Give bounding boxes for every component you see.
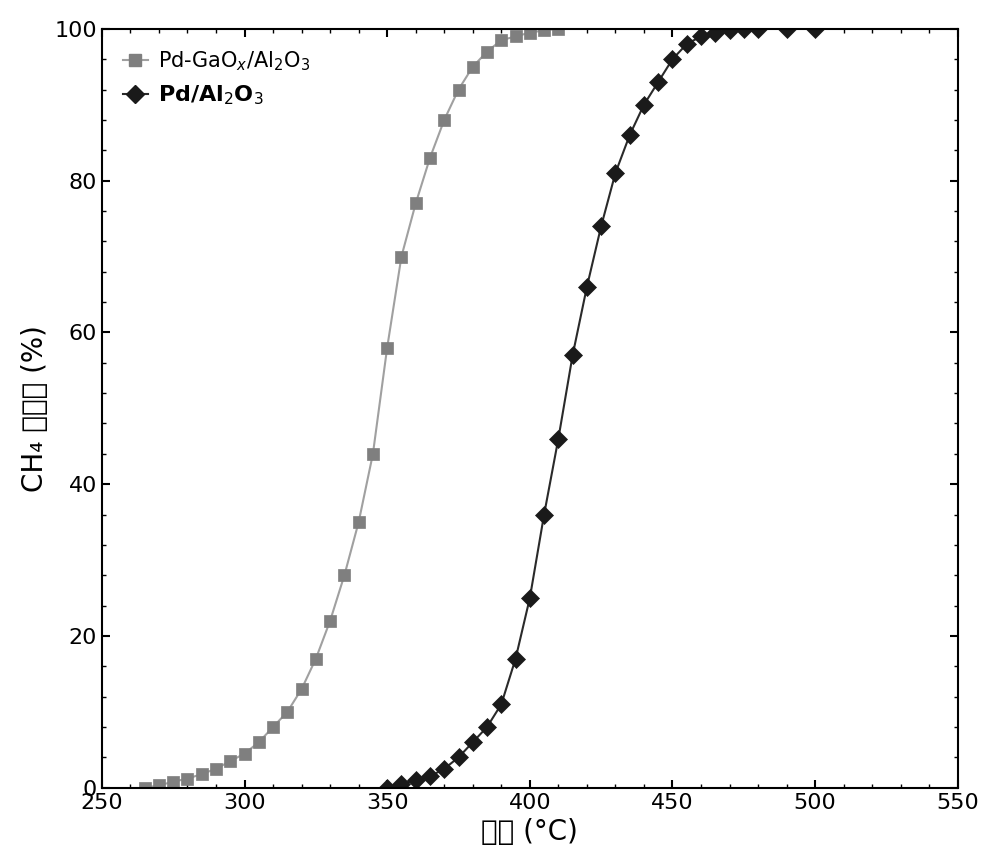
Legend: Pd-GaO$_x$/Al$_2$O$_3$, Pd/Al$_2$O$_3$: Pd-GaO$_x$/Al$_2$O$_3$, Pd/Al$_2$O$_3$	[112, 39, 321, 118]
X-axis label: 温度 (°C): 温度 (°C)	[481, 818, 578, 846]
Y-axis label: CH₄ 转化率 (%): CH₄ 转化率 (%)	[21, 325, 49, 492]
